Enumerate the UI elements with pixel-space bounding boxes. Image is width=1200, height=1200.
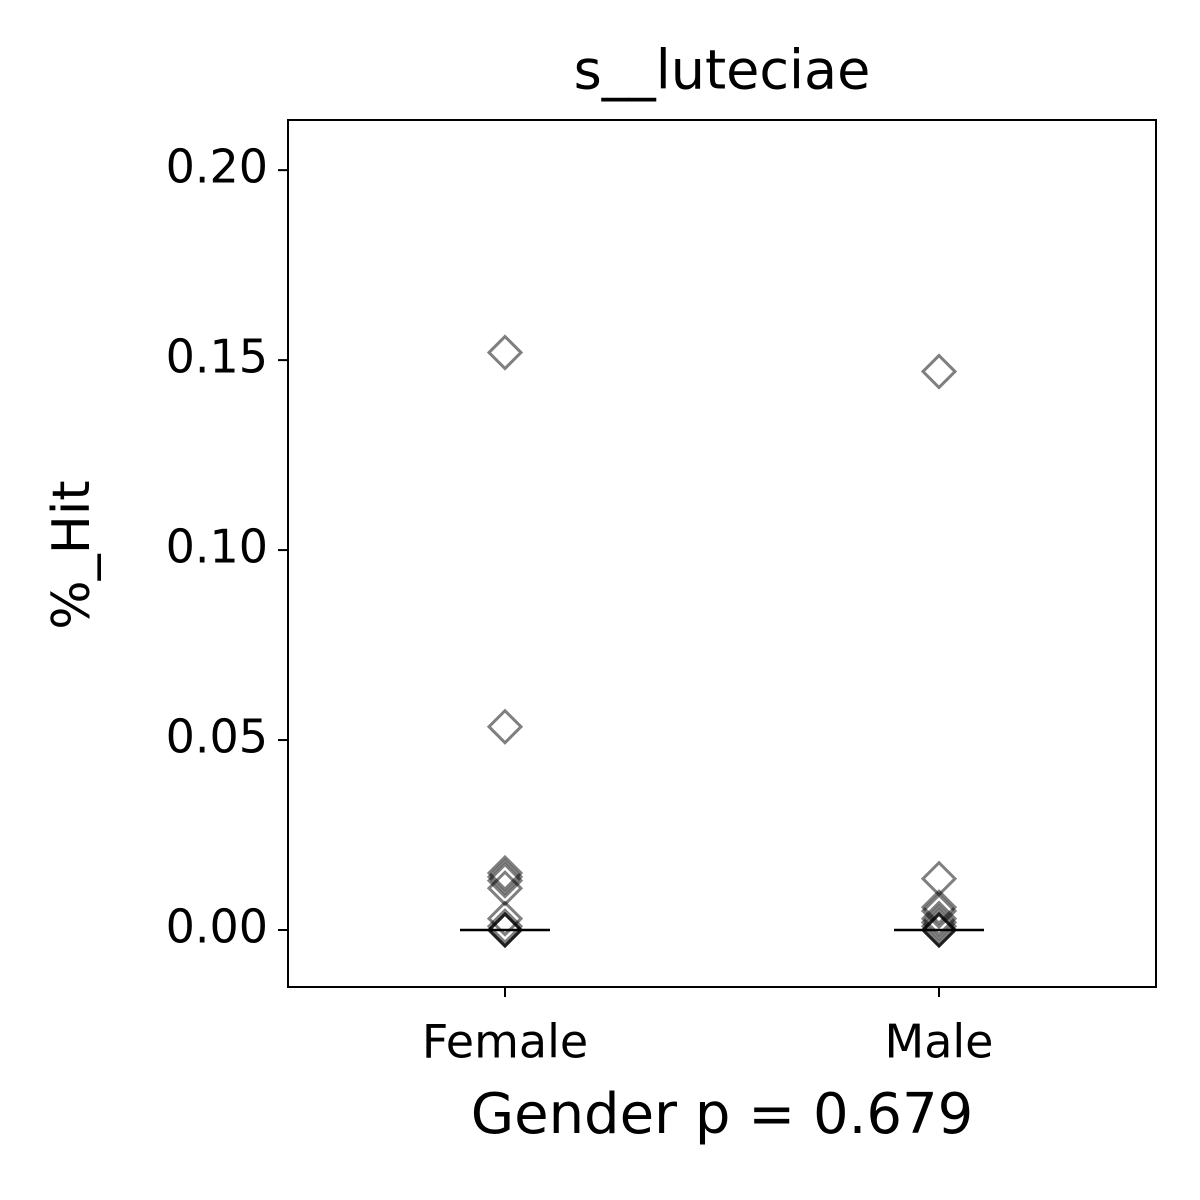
point <box>486 908 524 945</box>
point <box>486 858 524 895</box>
x-axis-label: Gender p = 0.679 <box>471 1082 974 1147</box>
chart-title: s__luteciae <box>574 39 871 102</box>
y-tick-label: 0.15 <box>166 330 268 384</box>
y-tick-label: 0.05 <box>166 710 268 764</box>
point <box>920 353 958 390</box>
y-axis-label: %_Hit <box>42 480 102 629</box>
point <box>920 892 958 930</box>
point <box>486 708 524 745</box>
point <box>486 862 524 899</box>
point <box>920 911 958 949</box>
point <box>486 900 524 937</box>
x-tick-label: Female <box>422 1015 588 1069</box>
y-tick-label: 0.20 <box>166 140 268 194</box>
point <box>920 900 958 937</box>
point <box>920 908 958 945</box>
point <box>486 334 524 371</box>
point <box>920 904 958 941</box>
x-tick-label: Male <box>885 1015 994 1069</box>
point <box>486 911 524 949</box>
plot-frame <box>287 119 1157 988</box>
y-tick-label: 0.10 <box>166 520 268 574</box>
point <box>920 889 958 926</box>
y-tick-label: 0.00 <box>166 900 268 954</box>
point <box>486 854 524 892</box>
